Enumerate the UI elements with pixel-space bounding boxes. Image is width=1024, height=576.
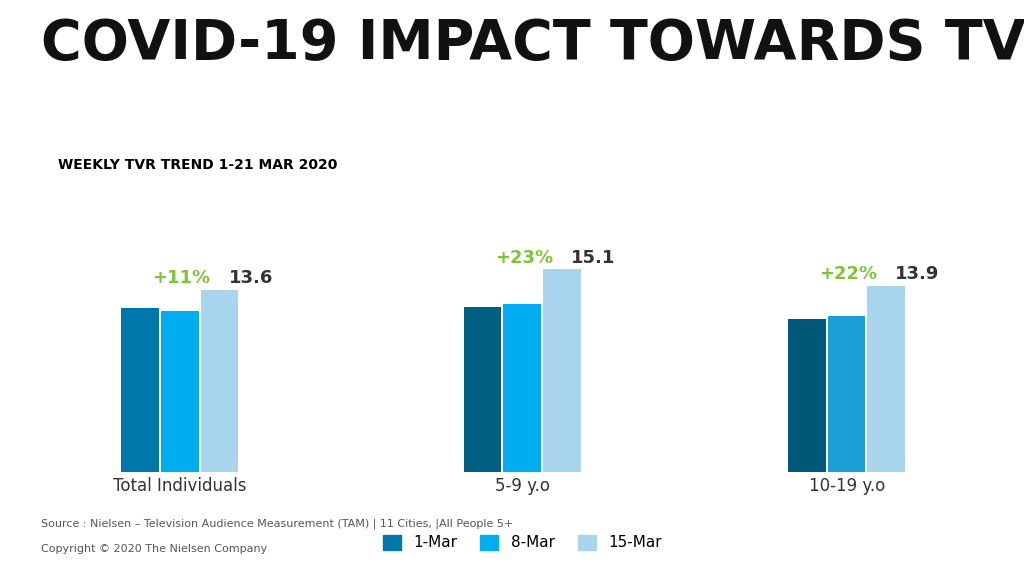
Text: Source : Nielsen – Television Audience Measurement (TAM) | 11 Cities, |All Peopl: Source : Nielsen – Television Audience M… [41, 518, 513, 529]
Bar [827, 316, 865, 472]
Bar [867, 286, 905, 472]
Text: 15.1: 15.1 [571, 249, 615, 267]
Text: WEEKLY TVR TREND 1-21 MAR 2020: WEEKLY TVR TREND 1-21 MAR 2020 [58, 158, 338, 172]
Legend: 1-Mar, 8-Mar, 15-Mar: 1-Mar, 8-Mar, 15-Mar [377, 528, 668, 556]
Bar [504, 304, 541, 472]
Text: n: n [958, 29, 982, 63]
Text: COVID-19 IMPACT TOWARDS TV RATING: COVID-19 IMPACT TOWARDS TV RATING [41, 17, 1024, 71]
Text: +22%: +22% [819, 265, 878, 283]
Text: Copyright © 2020 The Nielsen Company: Copyright © 2020 The Nielsen Company [41, 544, 267, 554]
Bar [121, 308, 159, 472]
Text: +11%: +11% [153, 269, 211, 287]
Bar [201, 290, 239, 472]
Bar [543, 270, 581, 472]
Text: 13.6: 13.6 [228, 269, 272, 287]
Text: +23%: +23% [495, 249, 553, 267]
Text: 13.9: 13.9 [895, 265, 940, 283]
Bar [161, 311, 199, 472]
Bar [788, 319, 825, 472]
Bar [464, 307, 502, 472]
